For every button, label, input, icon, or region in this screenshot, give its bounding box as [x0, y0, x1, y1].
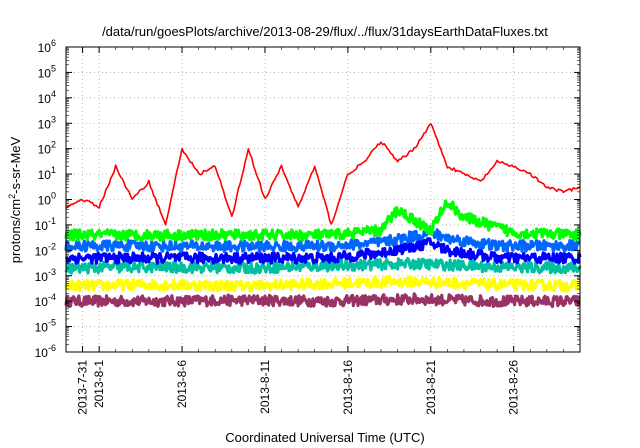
- chart-title: /data/run/goesPlots/archive/2013-08-29/f…: [102, 24, 548, 39]
- y-tick-label: 103: [38, 114, 56, 131]
- y-axis-label: protons/cm2-s-sr-MeV: [7, 136, 23, 263]
- y-tick-label: 100: [38, 191, 56, 208]
- series-line: [64, 227, 581, 254]
- y-tick-label: 105: [38, 63, 56, 80]
- x-tick-label: 2013-7-31: [76, 360, 90, 415]
- y-tick-label: 10-4: [35, 292, 56, 309]
- series-line: [65, 123, 581, 226]
- y-tick-label: 10-6: [35, 343, 56, 360]
- series-group: [64, 123, 582, 309]
- y-tick-label: 10-5: [35, 318, 56, 335]
- series-line: [64, 237, 582, 265]
- y-tick-label: 106: [38, 38, 56, 55]
- series-line: [64, 292, 581, 309]
- series-line: [64, 199, 582, 242]
- x-axis-label: Coordinated Universal Time (UTC): [225, 430, 424, 445]
- series-line: [64, 256, 582, 275]
- x-tick-label: 2013-8-6: [175, 360, 189, 408]
- y-tick-label: 102: [38, 140, 56, 157]
- series-line: [64, 274, 582, 293]
- y-tick-label: 10-2: [35, 241, 56, 258]
- x-tick-label: 2013-8-11: [258, 360, 272, 414]
- y-axis: 10-6 10-5 10-4 10-3 10-2 10-1 100 101 102 103 104 1…: [35, 38, 580, 360]
- x-tick-label: 2013-8-1: [92, 360, 106, 408]
- y-tick-label: 10-3: [35, 267, 56, 284]
- x-tick-label: 2013-8-21: [424, 360, 438, 415]
- y-tick-label: 104: [38, 89, 56, 106]
- x-tick-label: 2013-8-16: [341, 360, 355, 415]
- x-axis: 2013-7-31 2013-8-1 2013-8-6 2013-8-11 2013-8…: [65, 47, 581, 415]
- y-tick-label: 10-1: [35, 216, 56, 233]
- y-tick-label: 101: [38, 165, 56, 182]
- x-tick-label: 2013-8-26: [507, 360, 521, 415]
